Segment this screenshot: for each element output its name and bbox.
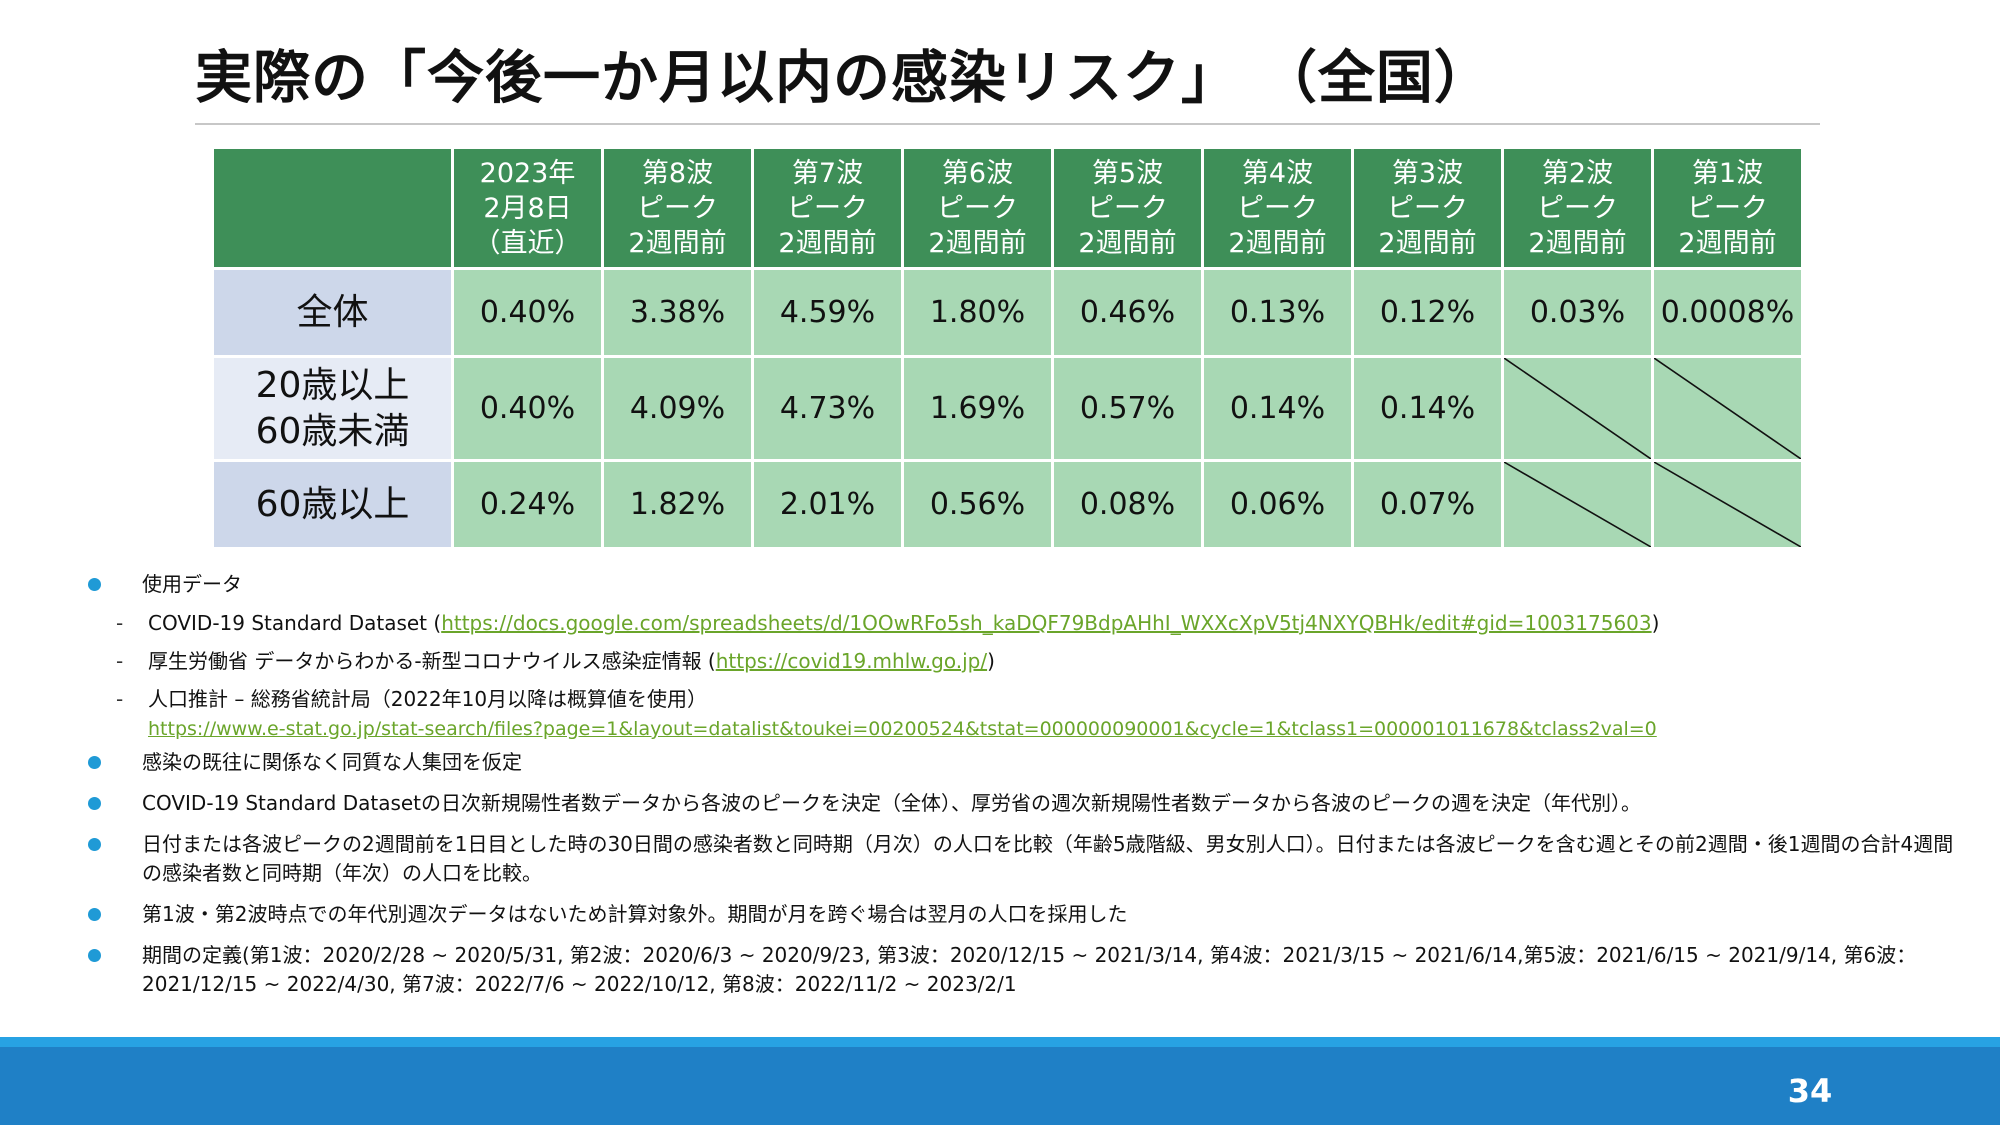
dash-icon: -	[116, 649, 124, 673]
table-cell: 0.46%	[1051, 267, 1204, 358]
title-divider	[195, 123, 1820, 125]
source-item: - 人口推計 – 総務省統計局（2022年10月以降は概算値を使用） https…	[116, 687, 1657, 740]
table-cell: 4.73%	[751, 355, 904, 462]
table-cell: 0.57%	[1051, 355, 1204, 462]
table-cell: 0.13%	[1201, 267, 1354, 358]
column-header: 第8波 ピーク 2週間前	[601, 146, 754, 270]
note-item: 使用データ	[80, 570, 1960, 599]
source-item: - COVID-19 Standard Dataset (https://doc…	[80, 609, 1960, 638]
risk-table: 2023年 2月8日 （直近） 第8波 ピーク 2週間前 第7波 ピーク 2週間前 第6波ピ…	[211, 146, 1804, 550]
table-cell: 0.14%	[1351, 355, 1504, 462]
notes-section: 使用データ - COVID-19 Standard Dataset (https…	[80, 570, 1960, 999]
mhlw-link[interactable]: https://covid19.mhlw.go.jp/	[715, 649, 988, 673]
column-header: 第6波 ピーク 2週間前	[901, 146, 1054, 270]
table-cell: 0.24%	[451, 459, 604, 550]
note-item: 第1波・第2波時点での年代別週次データはないため計算対象外。期間が月を跨ぐ場合は…	[80, 900, 1960, 929]
table-cell: 0.40%	[451, 355, 604, 462]
table-cell: 0.06%	[1201, 459, 1354, 550]
table-cell: 0.56%	[901, 459, 1054, 550]
table-cell: 1.80%	[901, 267, 1054, 358]
table-cell: 0.0008%	[1651, 267, 1804, 358]
column-header: 2023年 2月8日 （直近）	[451, 146, 604, 270]
table-cell: 4.09%	[601, 355, 754, 462]
table-cell: 0.03%	[1501, 267, 1654, 358]
note-item: 日付または各波ピークの2週間前を1日目とした時の30日間の感染者数と同時期（月次…	[80, 830, 1960, 888]
column-header: 第1波 ピーク 2週間前	[1651, 146, 1804, 270]
table-cell: 0.07%	[1351, 459, 1504, 550]
table-cell: 4.59%	[751, 267, 904, 358]
table-cell: 0.14%	[1201, 355, 1354, 462]
bullet-icon	[88, 908, 101, 921]
dash-icon: -	[116, 687, 124, 711]
row-header: 20歳以上 60歳未満	[211, 355, 454, 462]
table-cell: 1.82%	[601, 459, 754, 550]
column-header: 第5波 ピーク 2週間前	[1051, 146, 1204, 270]
bullet-icon	[88, 756, 101, 769]
table-cell: 3.38%	[601, 267, 754, 358]
page-title: 実際の「今後一か月以内の感染リスク」 （全国）	[195, 45, 1492, 111]
source-item: - 厚生労働省 データからわかる-新型コロナウイルス感染症情報 (https:/…	[80, 647, 1960, 676]
table-row: 全体 0.40% 3.38% 4.59% 1.80% 0.46% 0.13% 0…	[211, 267, 1804, 358]
estat-link[interactable]: https://www.e-stat.go.jp/stat-search/fil…	[148, 718, 1657, 740]
page-number: 34	[1787, 1072, 1833, 1110]
column-header: 第2波 ピーク 2週間前	[1501, 146, 1654, 270]
table-cell: 0.08%	[1051, 459, 1204, 550]
table-cell: 0.40%	[451, 267, 604, 358]
column-header: 第4波 ピーク 2週間前	[1201, 146, 1354, 270]
note-item: COVID-19 Standard Datasetの日次新規陽性者数データから各…	[80, 789, 1960, 818]
table-header-row: 2023年 2月8日 （直近） 第8波 ピーク 2週間前 第7波 ピーク 2週間前 第6波ピ…	[211, 146, 1804, 270]
dataset-link[interactable]: https://docs.google.com/spreadsheets/d/1…	[441, 611, 1652, 635]
column-header: 第7波 ピーク 2週間前	[751, 146, 904, 270]
row-header: 全体	[211, 267, 454, 358]
table-corner-cell	[211, 146, 454, 270]
not-applicable-cell	[1501, 355, 1654, 462]
not-applicable-cell	[1651, 459, 1804, 550]
bullet-icon	[88, 838, 101, 851]
footer-bar	[0, 1037, 2000, 1125]
note-item: 期間の定義(第1波：2020/2/28 ~ 2020/5/31, 第2波：202…	[80, 941, 1960, 999]
bullet-icon	[88, 578, 101, 591]
table-row: 60歳以上 0.24% 1.82% 2.01% 0.56% 0.08% 0.06…	[211, 459, 1804, 550]
footer-accent	[0, 1037, 2000, 1047]
table-cell: 2.01%	[751, 459, 904, 550]
dash-icon: -	[116, 611, 124, 635]
table-cell: 1.69%	[901, 355, 1054, 462]
table-row: 20歳以上 60歳未満 0.40% 4.09% 4.73% 1.69% 0.57%…	[211, 355, 1804, 462]
bullet-icon	[88, 797, 101, 810]
row-header: 60歳以上	[211, 459, 454, 550]
bullet-icon	[88, 949, 101, 962]
table-cell: 0.12%	[1351, 267, 1504, 358]
column-header: 第3波 ピーク 2週間前	[1351, 146, 1504, 270]
not-applicable-cell	[1651, 355, 1804, 462]
not-applicable-cell	[1501, 459, 1654, 550]
note-item: 感染の既往に関係なく同質な人集団を仮定	[80, 748, 1960, 777]
